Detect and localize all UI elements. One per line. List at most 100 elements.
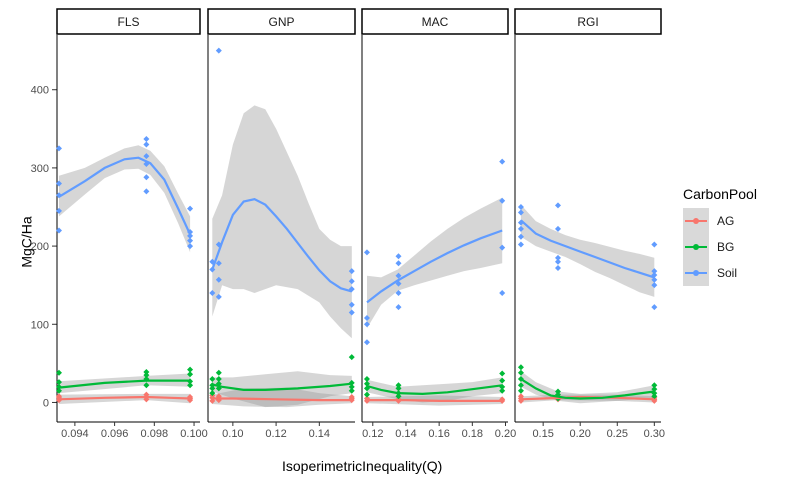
data-point-bg	[395, 385, 402, 392]
data-point-soil	[143, 141, 150, 148]
data-point-soil	[143, 188, 150, 195]
data-point-bg	[517, 369, 524, 376]
x-tick-label: 0.16	[428, 428, 449, 440]
data-point-bg	[395, 382, 402, 389]
y-tick-label: 400	[31, 85, 49, 97]
data-point-soil	[187, 232, 194, 239]
x-tick-label: 0.20	[495, 428, 516, 440]
x-tick-label: 0.18	[462, 428, 483, 440]
data-point-soil	[348, 309, 355, 316]
data-point-ag	[55, 393, 62, 400]
data-point-soil	[215, 260, 222, 267]
data-point-bg	[395, 393, 402, 400]
data-point-bg	[363, 380, 370, 387]
facet-label-mac: MAC	[422, 15, 449, 29]
facet-strip-rgi	[514, 8, 662, 35]
data-point-bg	[499, 370, 506, 377]
data-point-bg	[348, 354, 355, 361]
legend-item-ag: AG	[683, 208, 757, 234]
data-point-bg	[55, 387, 62, 394]
data-point-soil	[651, 282, 658, 289]
data-point-soil	[187, 205, 194, 212]
smooth-line-soil-rgi	[520, 219, 655, 279]
y-tick-label: 300	[31, 163, 49, 175]
data-point-soil	[517, 233, 524, 240]
data-point-soil	[395, 253, 402, 260]
data-point-soil	[517, 209, 524, 216]
data-point-bg	[651, 393, 658, 400]
data-point-soil	[554, 254, 561, 261]
data-point-bg	[143, 372, 150, 379]
y-axis-label: MgC/Ha	[18, 216, 35, 268]
x-axis-label: IsoperimetricInequality(Q)	[282, 458, 443, 474]
data-point-soil	[55, 227, 62, 234]
smooth-line-ag-rgi	[520, 395, 655, 401]
legend-item-bg: BG	[683, 234, 757, 260]
x-tick-label: 0.25	[607, 428, 628, 440]
data-point-soil	[55, 207, 62, 214]
data-point-soil	[499, 244, 506, 251]
data-point-bg	[363, 391, 370, 398]
data-point-bg	[517, 387, 524, 394]
x-tick-label: 0.30	[644, 428, 665, 440]
data-point-soil	[348, 268, 355, 275]
data-point-bg	[517, 364, 524, 371]
x-tick-label: 0.10	[222, 428, 243, 440]
data-point-bg	[187, 382, 194, 389]
data-point-soil	[554, 264, 561, 271]
data-point-soil	[651, 276, 658, 283]
data-point-bg	[187, 371, 194, 378]
data-point-bg	[348, 387, 355, 394]
data-point-bg	[209, 385, 216, 392]
data-point-soil	[499, 158, 506, 165]
data-point-soil	[363, 249, 370, 256]
x-tick-label: 0.15	[532, 428, 553, 440]
data-point-soil	[554, 202, 561, 209]
data-point-soil	[143, 153, 150, 160]
data-point-soil	[395, 272, 402, 279]
legend-key-soil	[683, 260, 709, 286]
confidence-band-soil-mac	[367, 197, 503, 329]
data-point-soil	[209, 290, 216, 296]
data-point-soil	[215, 293, 222, 300]
data-point-soil	[554, 225, 561, 232]
data-point-bg	[143, 382, 150, 389]
legend: CarbonPool AG BG Soil	[683, 186, 757, 286]
confidence-band-soil-rgi	[520, 204, 655, 297]
data-point-bg	[651, 382, 658, 389]
smooth-line-soil-fls	[58, 156, 192, 235]
data-point-soil	[651, 268, 658, 275]
data-point-soil	[554, 258, 561, 265]
data-point-soil	[517, 225, 524, 232]
x-tick-label: 0.100	[180, 428, 208, 440]
data-point-soil	[517, 241, 524, 248]
x-tick-label: 0.098	[141, 428, 169, 440]
data-point-soil	[363, 321, 370, 328]
smooth-line-ag-mac	[367, 399, 503, 402]
data-point-soil	[215, 47, 222, 54]
data-point-soil	[187, 237, 194, 244]
data-point-soil	[363, 315, 370, 322]
smooth-line-bg-mac	[366, 384, 503, 396]
data-point-soil	[363, 339, 370, 346]
smooth-line-ag-fls	[58, 395, 191, 401]
smooth-line-bg-rgi	[520, 378, 655, 400]
confidence-band-bg-fls	[59, 373, 191, 394]
legend-label-ag: AG	[717, 214, 735, 228]
smooth-line-soil-gnp	[211, 198, 353, 293]
data-point-bg	[55, 369, 62, 376]
legend-title: CarbonPool	[683, 186, 757, 202]
smooth-line-ag-gnp	[212, 397, 352, 402]
data-point-soil	[395, 260, 402, 267]
facet-strip-gnp	[207, 8, 356, 35]
data-point-soil	[143, 135, 150, 142]
data-point-soil	[395, 304, 402, 311]
data-point-soil	[651, 304, 658, 311]
data-point-soil	[348, 301, 355, 308]
data-point-bg	[215, 369, 222, 376]
x-tick-label: 0.12	[265, 428, 286, 440]
data-point-soil	[517, 204, 524, 210]
x-tick-label: 0.096	[101, 428, 129, 440]
legend-label-soil: Soil	[717, 266, 738, 280]
